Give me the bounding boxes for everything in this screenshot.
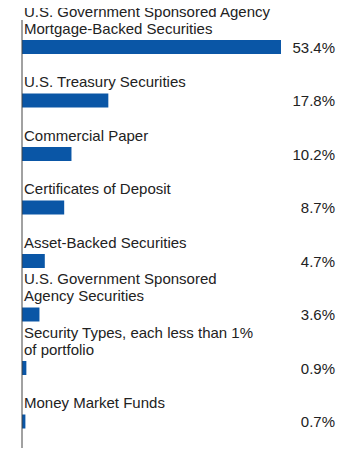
svg-text:Commercial Paper: Commercial Paper <box>24 127 148 144</box>
svg-text:0.9%: 0.9% <box>301 360 335 377</box>
svg-text:Certificates of Deposit: Certificates of Deposit <box>24 180 172 197</box>
svg-text:U.S. Government Sponsored: U.S. Government Sponsored <box>24 270 217 287</box>
svg-text:Money Market Funds: Money Market Funds <box>24 394 165 411</box>
svg-text:53.4%: 53.4% <box>292 39 335 56</box>
svg-text:of portfolio: of portfolio <box>24 341 94 358</box>
svg-text:8.7%: 8.7% <box>301 199 335 216</box>
svg-text:3.6%: 3.6% <box>301 306 335 323</box>
svg-text:Agency Securities: Agency Securities <box>24 287 144 304</box>
svg-text:U.S. Government Sponsored Agen: U.S. Government Sponsored Agency <box>24 8 270 20</box>
svg-text:17.8%: 17.8% <box>292 92 335 109</box>
svg-text:Mortgage-Backed Securities: Mortgage-Backed Securities <box>24 20 212 37</box>
svg-text:0.7%: 0.7% <box>301 413 335 430</box>
svg-text:10.2%: 10.2% <box>292 146 335 163</box>
svg-text:4.7%: 4.7% <box>301 253 335 270</box>
svg-text:U.S. Treasury Securities: U.S. Treasury Securities <box>24 73 186 90</box>
svg-text:Security Types, each less than: Security Types, each less than 1% <box>24 324 253 341</box>
svg-text:Asset-Backed Securities: Asset-Backed Securities <box>24 234 187 251</box>
